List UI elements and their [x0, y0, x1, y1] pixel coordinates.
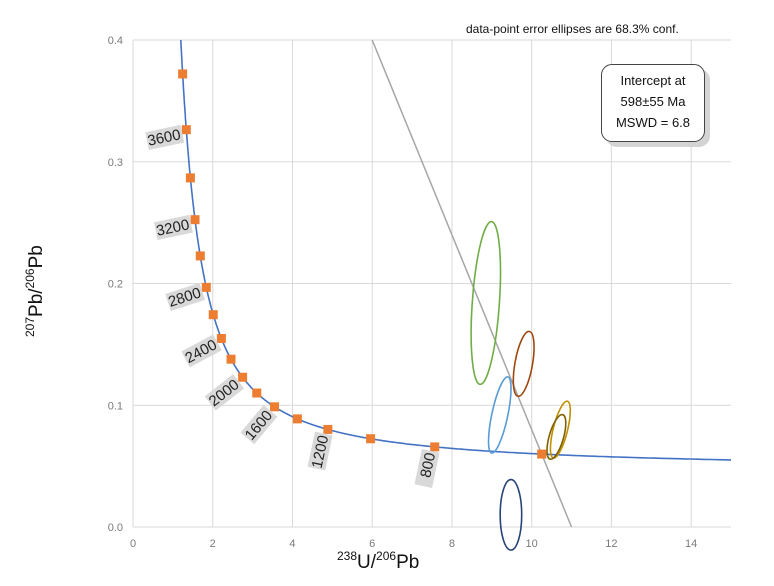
ellipse-confidence-note: data-point error ellipses are 68.3% conf…: [466, 22, 679, 36]
x-tick-label: 12: [605, 538, 617, 550]
y-tick-label: 0.1: [108, 400, 123, 412]
age-label-3200: 3200: [153, 214, 193, 240]
age-label-bg: [204, 374, 245, 411]
age-marker-2400: [216, 333, 226, 343]
x-tick-label: 4: [289, 538, 295, 550]
age-marker-3200: [190, 215, 200, 225]
age-label-bg: [153, 214, 193, 240]
age-marker-1800: [252, 388, 262, 398]
x-tick-label: 14: [685, 538, 697, 550]
age-marker-2800: [201, 282, 211, 292]
age-label-text: 2400: [182, 336, 219, 367]
age-label-text: 3600: [146, 126, 182, 150]
age-marker-2600: [208, 310, 218, 320]
age-label-bg: [414, 449, 440, 488]
age-label-bg: [240, 405, 278, 445]
x-tick-label: 10: [526, 538, 538, 550]
x-base-2: Pb: [396, 552, 419, 573]
age-marker-1000: [366, 434, 376, 444]
age-marker-600: [537, 449, 547, 459]
age-label-bg: [165, 282, 206, 312]
age-label-2800: 2800: [165, 282, 206, 312]
x-axis-title: 238U/206Pb: [337, 549, 419, 573]
intercept-box: Intercept at 598±55 Ma MSWD = 6.8: [601, 64, 705, 142]
y-tick-label: 0.2: [108, 279, 123, 291]
age-marker-2200: [226, 354, 236, 364]
error-ellipses: [470, 220, 572, 551]
ellipse-navy: [499, 478, 523, 551]
age-marker-3800: [178, 69, 188, 79]
age-marker-1600: [270, 402, 280, 412]
y-base-2: Pb: [26, 245, 47, 268]
intercept-line-1: Intercept at: [620, 73, 686, 88]
age-marker-1200: [323, 424, 333, 434]
ellipse-green: [470, 220, 502, 386]
x-tick-label: 0: [130, 538, 136, 550]
y-sup-1: 207: [23, 317, 37, 337]
x-sup-2: 206: [376, 549, 396, 563]
age-label-2400: 2400: [181, 334, 222, 368]
grid: [132, 39, 731, 528]
y-ticks: 0.0 0.1 0.2 0.3 0.4: [108, 35, 123, 534]
age-marker-3000: [195, 251, 205, 261]
intercept-line-2: 598±55 Ma: [620, 94, 686, 109]
age-label-bg: [307, 431, 333, 471]
age-label-text: 800: [417, 451, 439, 479]
intercept-line-3: MSWD = 6.8: [615, 115, 691, 130]
x-sup-1: 238: [337, 549, 357, 563]
age-label-bg: [181, 334, 222, 368]
x-ticks: 0 2 4 6 8 10 12 14: [130, 538, 697, 550]
age-marker-3400: [185, 173, 195, 183]
y-base-1: Pb/: [26, 288, 47, 317]
y-tick-label: 0.0: [108, 522, 123, 534]
ellipse-blue: [487, 376, 512, 454]
x-base-1: U/: [357, 552, 377, 573]
age-marker-3600: [181, 125, 191, 135]
age-marker-800: [430, 442, 440, 452]
ellipse-olive: [546, 413, 567, 461]
y-tick-label: 0.3: [108, 157, 123, 169]
ellipse-brown: [512, 330, 535, 398]
x-tick-label: 2: [210, 538, 216, 550]
discordia-line: [371, 39, 573, 528]
y-axis-title: 207Pb/206Pb: [23, 245, 47, 337]
age-label-3600: 3600: [145, 124, 185, 150]
y-tick-label: 0.4: [108, 35, 123, 47]
age-label-bg: [145, 124, 185, 150]
x-tick-label: 6: [369, 538, 375, 550]
x-tick-label: 8: [449, 538, 455, 550]
age-label-text: 1200: [309, 434, 333, 470]
age-label-text: 2800: [166, 284, 203, 310]
age-marker-1400: [292, 414, 302, 424]
age-marker-2000: [238, 372, 248, 382]
y-sup-2: 206: [23, 268, 37, 288]
age-markers: [178, 69, 547, 459]
age-label-800: 800: [414, 449, 440, 488]
age-label-1200: 1200: [307, 431, 333, 471]
age-label-text: 3200: [155, 216, 191, 240]
